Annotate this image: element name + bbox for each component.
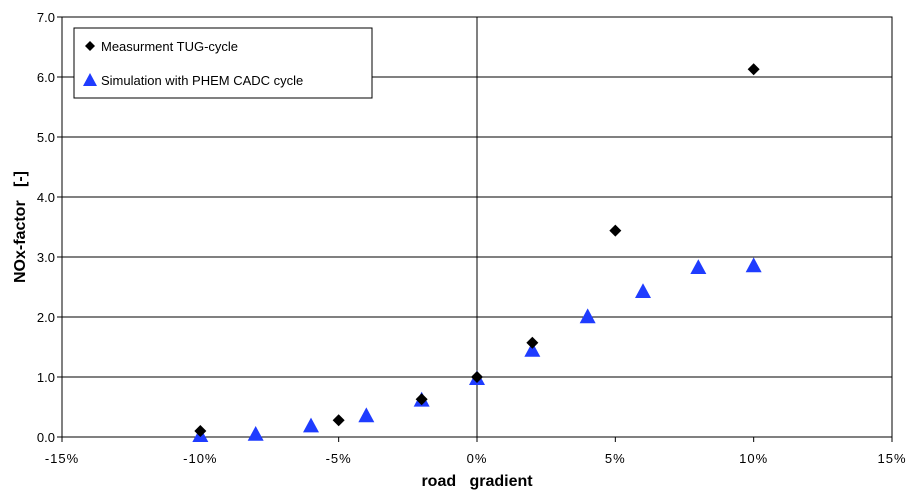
data-points xyxy=(192,63,762,442)
y-tick-label: 6.0 xyxy=(37,70,55,85)
legend-marker-measurement xyxy=(85,41,95,51)
measurement-point xyxy=(194,425,207,437)
y-tick-label: 3.0 xyxy=(37,250,55,265)
legend: Measurment TUG-cycle Simulation with PHEM… xyxy=(73,27,373,99)
x-axis-title: road gradient xyxy=(421,473,533,490)
simulation-point xyxy=(303,417,319,433)
x-tick-label: 15% xyxy=(877,451,906,466)
simulation-point xyxy=(579,308,596,324)
x-tick-label: 5% xyxy=(605,451,626,466)
simulation-point xyxy=(635,283,651,298)
measurement-point xyxy=(526,336,539,349)
x-axis-ticks: -15% -10% -5% 0% 5% 10% 15% xyxy=(45,437,906,466)
simulation-point xyxy=(690,259,707,274)
y-tick-label: 7.0 xyxy=(37,10,55,25)
y-tick-label: 2.0 xyxy=(37,310,55,325)
y-tick-label: 1.0 xyxy=(37,370,55,385)
simulation-point xyxy=(745,257,762,273)
measurement-point xyxy=(609,224,622,237)
legend-box xyxy=(73,27,373,99)
x-tick-label: -5% xyxy=(326,451,352,466)
measurement-point xyxy=(415,393,428,406)
legend-label: Simulation with PHEM CADC cycle xyxy=(101,73,303,88)
measurement-point xyxy=(747,63,760,76)
simulation-point xyxy=(247,426,264,441)
x-tick-label: -15% xyxy=(45,451,79,466)
y-tick-label: 5.0 xyxy=(37,130,55,145)
y-tick-label: 4.0 xyxy=(37,190,55,205)
y-axis-title: NOx-factor [-] xyxy=(12,171,29,283)
y-tick-label: 0.0 xyxy=(37,430,55,445)
legend-marker-simulation xyxy=(83,73,97,86)
x-tick-label: 0% xyxy=(467,451,488,466)
simulation-point xyxy=(524,342,541,357)
simulation-point xyxy=(358,407,375,423)
measurement-point xyxy=(471,371,483,383)
x-tick-label: 10% xyxy=(739,451,768,466)
legend-label: Measurment TUG-cycle xyxy=(101,39,238,54)
y-axis-ticks: 0.0 1.0 2.0 3.0 4.0 5.0 6.0 7.0 xyxy=(37,10,62,445)
x-tick-label: -10% xyxy=(183,451,217,466)
measurement-point xyxy=(332,414,345,427)
